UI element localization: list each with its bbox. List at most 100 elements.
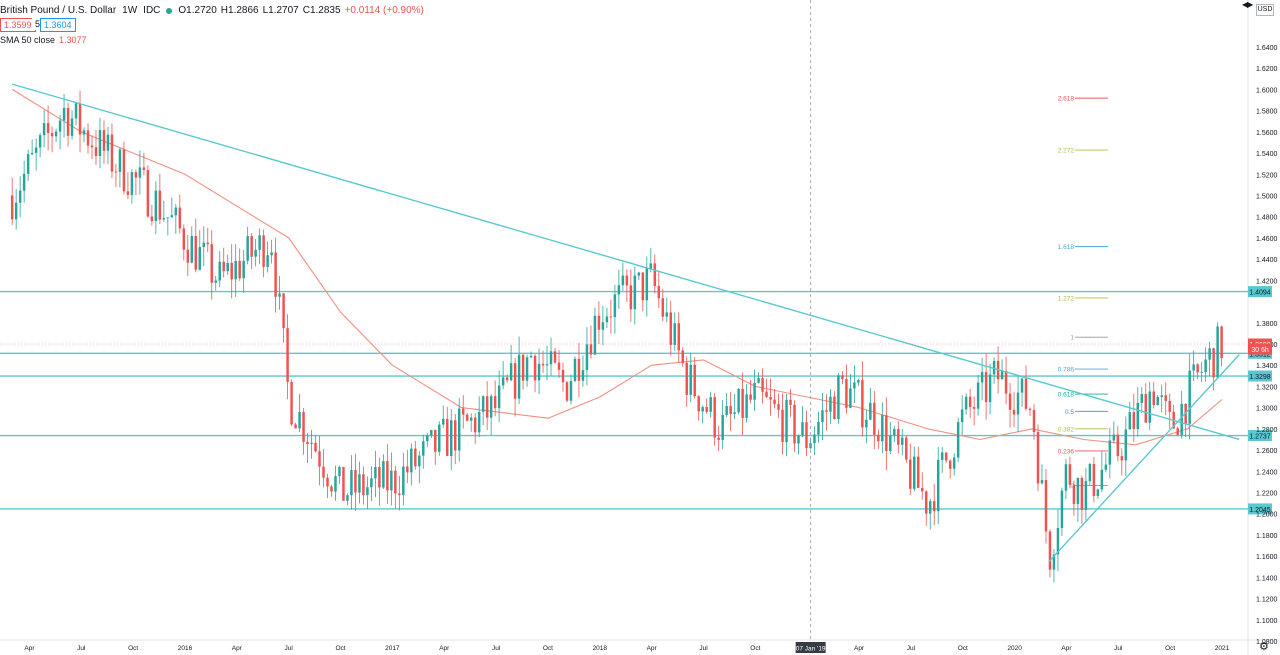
candle-body [302, 412, 305, 442]
candle-body [1044, 480, 1048, 532]
price-tick-label: 1.2400 [1256, 469, 1278, 476]
sma-label: SMA 50 close [0, 35, 56, 45]
candle-body [274, 252, 277, 297]
candle-body [106, 134, 110, 151]
candle-body [901, 437, 904, 445]
candle-body [525, 357, 529, 381]
candle-body [298, 412, 301, 429]
fib-level-label: 0.382 [1058, 426, 1075, 433]
fib-level-label: 0 [1070, 483, 1074, 490]
candle-body [1200, 372, 1203, 373]
candle-body [669, 312, 673, 345]
candle-body [434, 429, 437, 452]
arrows-icon[interactable]: ◀▶ [1242, 0, 1253, 9]
candle-body [677, 323, 680, 351]
candle-body [577, 358, 581, 381]
candle-body [1096, 489, 1100, 497]
price-tick-label: 1.4600 [1256, 236, 1278, 243]
candle-body [382, 461, 385, 488]
candle-body [549, 351, 553, 365]
candle-body [673, 323, 676, 345]
bid-price-box[interactable]: 1.3599 [0, 18, 36, 32]
candle-body [956, 422, 960, 458]
crosshair [0, 0, 1248, 640]
price-tick-label: 1.3800 [1256, 321, 1278, 328]
candle-body [721, 415, 724, 440]
candle-body [757, 378, 760, 383]
price-tick-label: 1.4200 [1256, 278, 1278, 285]
candle-body [517, 354, 521, 399]
sma-legend[interactable]: SMA 50 close 1.3077 [0, 34, 87, 46]
ohlc-close: C1.2835 [302, 5, 341, 16]
candle-body [78, 103, 82, 135]
candle-body [1024, 378, 1028, 409]
candle-body [246, 236, 249, 261]
candle-body [1056, 528, 1060, 555]
candle-body [190, 236, 194, 263]
candle-body [960, 409, 964, 423]
time-tick-label: Jul [1114, 645, 1123, 652]
candle-body [1012, 409, 1016, 415]
candle-body [338, 466, 341, 477]
candle-body [270, 252, 273, 256]
candle-body [917, 456, 920, 488]
candle-body [1088, 463, 1092, 482]
price-badges: 1.360030 6h [1248, 338, 1272, 355]
sma-value: 1.3077 [59, 35, 87, 45]
level-badge-label: 1.3298 [1249, 374, 1271, 381]
candle-body [1060, 490, 1064, 529]
candle-body [893, 429, 896, 436]
candle-body [533, 355, 537, 381]
candle-body [841, 375, 844, 380]
sma-50-line[interactable] [11, 88, 1223, 446]
price-tick-label: 1.2200 [1256, 491, 1278, 498]
candle-body [1216, 326, 1219, 378]
candle-body [625, 275, 629, 286]
candle-body [801, 422, 804, 436]
candle-body [585, 344, 589, 371]
candle-body [697, 396, 700, 412]
candle-body [102, 130, 106, 151]
price-tick-label: 1.4400 [1256, 257, 1278, 264]
candle-body [593, 315, 597, 355]
candle-body [222, 261, 225, 272]
gear-icon[interactable]: ⚙ [1259, 641, 1269, 653]
candle-body [154, 190, 158, 222]
candle-body [50, 133, 54, 137]
candle-body [565, 382, 569, 401]
candle-body [30, 152, 34, 155]
candle-body [573, 358, 577, 382]
candle-body [968, 396, 972, 407]
candle-body [34, 147, 38, 153]
candle-body [509, 363, 513, 381]
candle-body [649, 263, 653, 269]
candle-body [473, 417, 477, 433]
ask-price-box[interactable]: 1.3604 [40, 18, 76, 32]
candle-body [166, 217, 170, 219]
candle-body [242, 260, 245, 279]
fib-level-label: 2.272 [1058, 148, 1075, 155]
candle-body [170, 215, 174, 218]
candle-body [932, 501, 936, 512]
candle-body [1020, 378, 1024, 393]
candle-body [410, 448, 413, 473]
trend-line[interactable] [11, 83, 1240, 441]
candle-body [497, 385, 501, 409]
candle-body [928, 501, 932, 514]
currency-badge[interactable]: USD [1256, 4, 1274, 16]
candles [10, 90, 1223, 583]
candle-body [988, 374, 992, 403]
candle-body [406, 466, 409, 473]
candle-body [805, 422, 808, 449]
candle-body [226, 262, 229, 272]
candle-body [182, 228, 186, 250]
interval-label[interactable]: 1W [122, 5, 138, 16]
fib-level-label: 0.786 [1058, 367, 1075, 374]
trend-line[interactable] [1048, 354, 1240, 562]
symbol-name[interactable]: British Pound / U.S. Dollar [0, 5, 117, 16]
candle-body [1120, 456, 1124, 461]
candle-body [290, 381, 293, 425]
candle-body [597, 315, 601, 330]
fib-level-label: 0.236 [1058, 448, 1075, 455]
